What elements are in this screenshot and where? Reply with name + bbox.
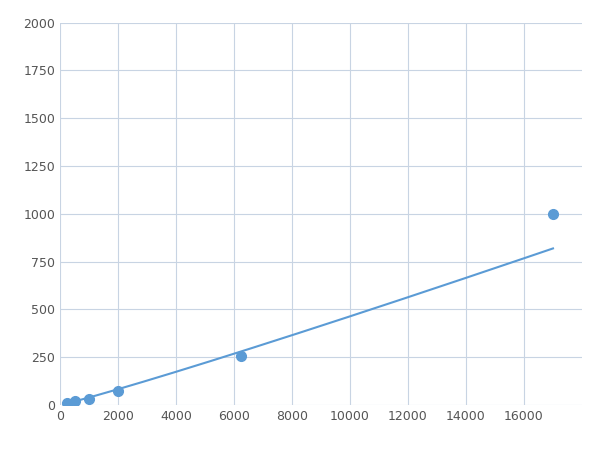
Point [62, 400, 71, 407]
Point [113, 387, 123, 394]
Point [84, 396, 94, 403]
Point [236, 353, 246, 360]
Point [548, 210, 558, 217]
Point [70, 398, 79, 405]
